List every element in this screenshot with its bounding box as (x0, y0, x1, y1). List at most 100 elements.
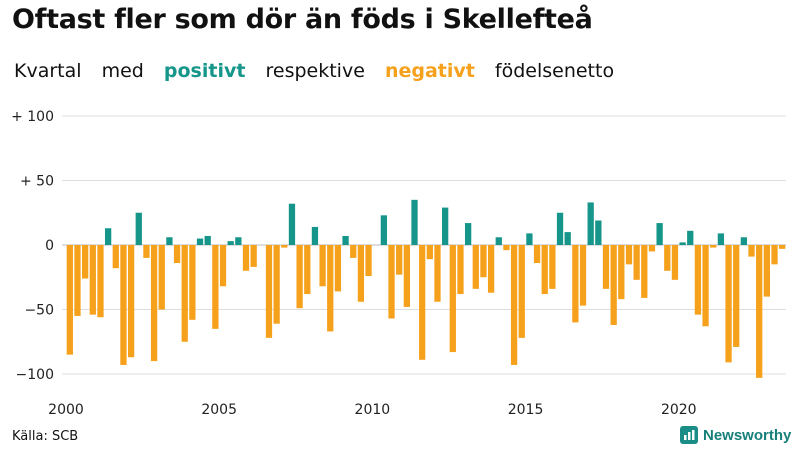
bar (426, 245, 433, 260)
bar (127, 245, 135, 358)
bar (503, 245, 510, 251)
bar (549, 245, 556, 289)
bar (143, 245, 150, 258)
bar (495, 237, 502, 245)
bar (748, 245, 755, 257)
bar (89, 245, 96, 315)
bar (327, 245, 334, 332)
x-tick-label: 2005 (201, 402, 237, 418)
bar (572, 245, 579, 323)
bar (756, 245, 763, 378)
bar (196, 238, 204, 245)
bar (74, 245, 81, 316)
newsworthy-logo[interactable]: Newsworthy (680, 426, 791, 444)
bar (702, 245, 709, 327)
bar (173, 245, 181, 264)
bar (388, 245, 395, 319)
bar (166, 237, 173, 245)
bar (403, 245, 410, 307)
bar (717, 233, 725, 245)
bar (189, 245, 196, 320)
bar (587, 202, 594, 245)
bar (219, 245, 227, 287)
subtitle-word: respektive (265, 60, 365, 82)
bar (740, 237, 748, 245)
bar (487, 245, 495, 293)
bar (396, 245, 403, 275)
bar (564, 232, 571, 245)
bar (150, 245, 158, 362)
bar (304, 245, 311, 295)
subtitle-negative: negativt (384, 60, 475, 82)
bar (97, 245, 104, 318)
bar (104, 228, 112, 245)
bar (595, 220, 602, 245)
bar-chart-icon (680, 426, 698, 444)
bar (694, 245, 702, 315)
subtitle-word: Kvartal (14, 60, 82, 82)
y-tick-label: + 50 (20, 174, 54, 190)
bar (235, 237, 242, 245)
bar (288, 203, 296, 245)
bar (763, 245, 770, 297)
bar (679, 242, 686, 245)
bar (625, 245, 633, 265)
bar (365, 245, 372, 276)
x-tick-label: 2010 (355, 402, 391, 418)
bar (633, 245, 640, 280)
bar (533, 245, 541, 264)
brand-name: Newsworthy (703, 426, 792, 444)
bar (464, 223, 472, 245)
bar (472, 245, 479, 289)
subtitle-word: födelsenetto (494, 60, 615, 82)
bar (710, 245, 717, 248)
bar (725, 245, 732, 363)
bar (82, 245, 89, 279)
bar (579, 245, 587, 306)
bar (641, 245, 648, 298)
y-tick-label: −100 (16, 367, 54, 383)
bar (380, 215, 388, 245)
bar (449, 245, 456, 353)
bar (541, 245, 548, 295)
bar (618, 245, 625, 300)
bar (158, 245, 165, 310)
bar (664, 245, 671, 271)
bar (334, 245, 342, 292)
bar (350, 245, 357, 258)
bar (242, 245, 250, 271)
bar-chart: + 100 + 50 0 −50 −100 2000 2005 2010 2015 2020 (11, 109, 786, 418)
bar (610, 245, 617, 325)
bar (733, 245, 740, 347)
bar (265, 245, 273, 338)
x-tick-label: 2015 (508, 402, 544, 418)
bar (457, 245, 464, 295)
chart-title: Oftast fler som dör än föds i Skellefteå (12, 4, 593, 35)
bar (296, 245, 303, 309)
bar (518, 245, 525, 338)
bars (66, 199, 786, 378)
bar (648, 245, 656, 252)
bar (204, 235, 211, 245)
bar (480, 245, 487, 278)
bar (342, 235, 349, 245)
subtitle-positive: positivt (163, 60, 246, 82)
bar (434, 245, 441, 302)
bar (656, 223, 663, 245)
y-tick-label: + 100 (11, 109, 54, 125)
bar (281, 245, 288, 248)
bar (357, 245, 365, 302)
bar (112, 245, 119, 269)
x-tick-labels: 2000 2005 2010 2015 2020 (48, 402, 696, 418)
bar (181, 245, 188, 342)
bar (510, 245, 518, 365)
bar (120, 245, 127, 365)
bar (556, 212, 564, 245)
y-tick-label: −50 (24, 303, 54, 319)
bar (212, 245, 219, 329)
bar (411, 199, 418, 245)
bar (311, 226, 319, 245)
bar (419, 245, 426, 360)
bar (250, 245, 257, 267)
source-label: Källa: SCB (12, 429, 79, 444)
